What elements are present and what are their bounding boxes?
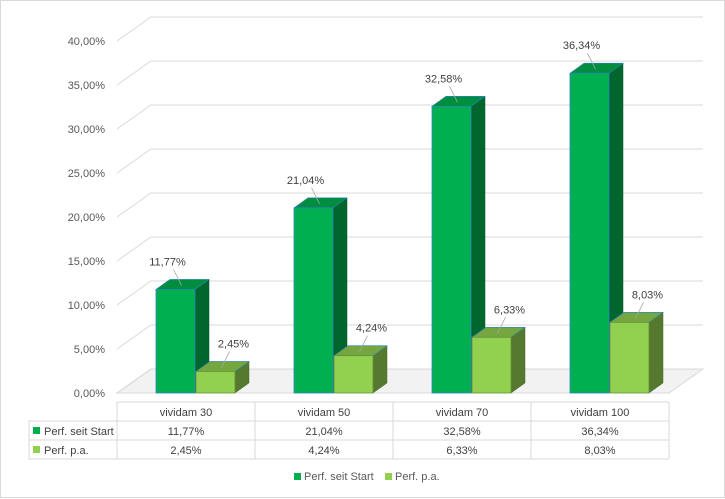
- table-series-name: Perf. p.a.: [44, 445, 89, 457]
- bar-side: [648, 311, 664, 394]
- y-tick-label: 0,00%: [74, 388, 105, 400]
- bar: [609, 311, 664, 394]
- table-legend-key: [33, 446, 40, 453]
- bar: [333, 345, 388, 394]
- y-tick-label: 20,00%: [68, 212, 106, 224]
- bar-front: [569, 72, 610, 394]
- data-label: 11,77%: [149, 256, 186, 268]
- table-value-cell: 36,34%: [581, 426, 619, 438]
- chart-bars: [155, 62, 664, 394]
- gridline: [116, 104, 703, 130]
- gridline: [116, 192, 703, 218]
- table-header-cell: vividam 50: [298, 407, 351, 419]
- data-label-leader: [221, 351, 230, 368]
- data-label-leader: [359, 335, 368, 352]
- data-label-leader: [449, 86, 458, 103]
- table-header-cell: vividam 70: [436, 407, 489, 419]
- y-tick-label: 5,00%: [74, 344, 105, 356]
- data-label-leader: [311, 187, 320, 205]
- gridline: [116, 148, 703, 174]
- gridline: [116, 16, 703, 42]
- data-label-leader: [635, 302, 644, 319]
- table-value-cell: 6,33%: [446, 445, 477, 457]
- legend-label: Perf. p.a.: [395, 471, 440, 483]
- table-value-cell: 8,03%: [584, 445, 615, 457]
- data-label: 4,24%: [356, 323, 387, 335]
- data-table: vividam 30 vividam 50 vividam 70 vividam 10…: [28, 401, 670, 460]
- table-value-cell: 32,58%: [443, 426, 481, 438]
- bar: [293, 197, 348, 394]
- bar-front: [431, 105, 472, 394]
- data-label-leader: [497, 317, 506, 334]
- y-tick-label: 40,00%: [68, 36, 106, 48]
- bar-front: [471, 336, 512, 394]
- bar: [155, 278, 210, 394]
- bar: [431, 95, 486, 394]
- data-label: 21,04%: [287, 175, 325, 187]
- bar: [569, 62, 624, 394]
- bar-front: [195, 371, 236, 394]
- y-tick-label: 35,00%: [68, 80, 106, 92]
- table-legend-key: [33, 427, 40, 434]
- gridline: [116, 280, 703, 306]
- gridline: [116, 60, 703, 86]
- data-label: 36,34%: [563, 40, 601, 52]
- data-label: 2,45%: [218, 338, 249, 350]
- gridline: [116, 236, 703, 262]
- table-value-cell: 4,24%: [308, 445, 339, 457]
- bar-front: [333, 355, 374, 394]
- bar-front: [293, 207, 334, 394]
- y-tick-label: 10,00%: [68, 300, 106, 312]
- y-tick-label: 30,00%: [68, 124, 106, 136]
- table-header-cell: vividam 100: [571, 407, 630, 419]
- legend: Perf. seit Start Perf. p.a.: [294, 471, 440, 483]
- legend-key: [294, 473, 301, 480]
- bar-front: [609, 321, 650, 394]
- table-series-name: Perf. seit Start: [44, 426, 114, 438]
- legend-label: Perf. seit Start: [304, 471, 374, 483]
- gridline: [116, 324, 703, 350]
- data-label: 32,58%: [425, 73, 463, 85]
- y-tick-label: 15,00%: [68, 256, 106, 268]
- table-value-cell: 2,45%: [170, 445, 201, 457]
- bar-side: [510, 326, 526, 394]
- bar: [471, 326, 526, 394]
- bar: [195, 360, 250, 394]
- data-label: 6,33%: [494, 304, 525, 316]
- legend-key: [385, 473, 392, 480]
- bar-front: [155, 289, 196, 394]
- y-axis-tick-labels: 0,00% 5,00% 10,00% 15,00% 20,00% 25,00% 30,00%…: [68, 36, 106, 400]
- data-label-leader: [587, 53, 596, 70]
- data-label-leader: [173, 269, 182, 286]
- table-value-cell: 21,04%: [305, 426, 343, 438]
- y-tick-label: 25,00%: [68, 168, 106, 180]
- table-value-cell: 11,77%: [168, 426, 205, 438]
- data-labels: 11,77% 2,45% 21,04% 4,24% 32,58% 6,33% 36,34% 8…: [149, 40, 663, 368]
- table-header-cell: vividam 30: [160, 407, 213, 419]
- data-label: 8,03%: [632, 289, 663, 301]
